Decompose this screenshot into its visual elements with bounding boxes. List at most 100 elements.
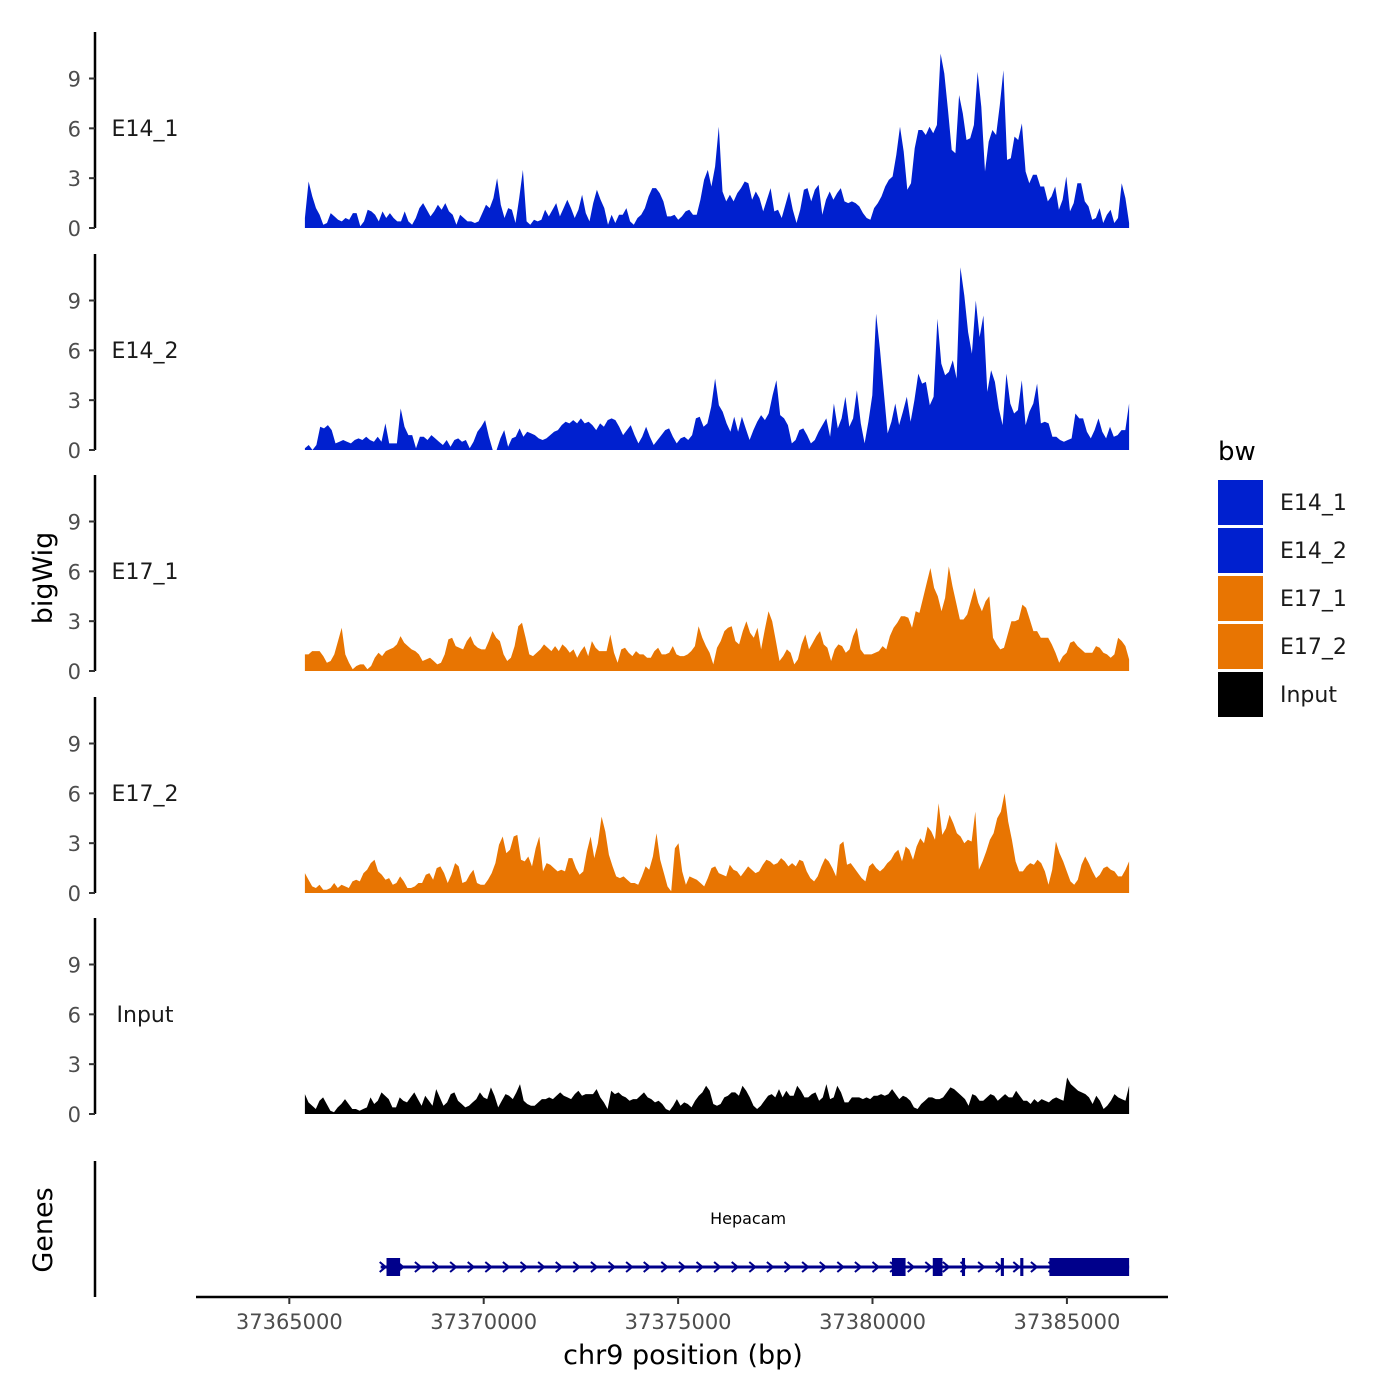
strand-arrow-icon <box>379 1261 388 1273</box>
strand-arrow-icon <box>625 1261 634 1273</box>
genes-panel: Hepacam <box>93 1161 1130 1297</box>
strand-arrow-icon <box>502 1261 511 1273</box>
area-e14-2 <box>304 267 1130 450</box>
y-tick-label: 9 <box>68 954 81 978</box>
x-tick-label: 37385000 <box>1013 1310 1120 1334</box>
strand-arrow-icon <box>713 1261 722 1273</box>
x-axis: 37365000 37370000 37375000 37380000 37385000 <box>196 1295 1168 1334</box>
legend-label: E17_2 <box>1280 635 1347 660</box>
track-e17-2: 0 3 6 9 E17_2 <box>68 697 1130 906</box>
strand-arrow-icon <box>590 1261 599 1273</box>
y-tick-label: 0 <box>68 882 81 906</box>
y-tick-label: 6 <box>68 117 81 141</box>
strand-arrow-icon <box>977 1261 986 1273</box>
legend-label: E17_1 <box>1280 587 1347 612</box>
y-tick-label: 3 <box>68 389 81 413</box>
y-tick-label: 3 <box>68 832 81 856</box>
y-tick-label: 3 <box>68 167 81 191</box>
y-tick-label: 0 <box>68 1103 81 1127</box>
gene-exon <box>932 1258 943 1276</box>
strand-arrow-icon <box>783 1261 793 1273</box>
strand-arrow-icon <box>695 1261 705 1273</box>
track-label: Input <box>117 1003 174 1028</box>
legend-swatch <box>1218 480 1263 525</box>
gene-exon <box>1000 1258 1004 1276</box>
legend-entry-e14-2: E14_2 <box>1218 528 1347 573</box>
y-tick-label: 9 <box>68 68 81 92</box>
x-tick-label: 37375000 <box>625 1310 732 1334</box>
area-e17-2 <box>304 793 1130 893</box>
strand-arrow-icon <box>484 1261 493 1273</box>
legend-entry-e17-2: E17_2 <box>1218 624 1347 669</box>
y-tick-label: 6 <box>68 560 81 584</box>
y-axis-title: bigWig <box>28 532 59 625</box>
strand-arrow-icon <box>449 1261 458 1273</box>
legend-entry-e14-1: E14_1 <box>1218 480 1347 525</box>
strand-arrow-icon <box>678 1261 687 1273</box>
x-tick-label: 37365000 <box>236 1310 343 1334</box>
strand-arrow-icon <box>572 1261 581 1273</box>
track-label: E17_2 <box>112 782 179 807</box>
legend-swatch <box>1218 576 1263 621</box>
strand-arrow-icon <box>907 1261 916 1273</box>
legend-label: Input <box>1280 683 1337 708</box>
legend-label: E14_2 <box>1280 539 1347 564</box>
y-tick-label: 6 <box>68 339 81 363</box>
strand-arrow-icon <box>467 1261 476 1273</box>
legend-title: bw <box>1218 437 1256 467</box>
genes-panel-title: Genes <box>28 1187 59 1272</box>
strand-arrow-icon <box>871 1261 881 1273</box>
strand-arrow-icon <box>643 1261 652 1273</box>
strand-arrow-icon <box>1030 1261 1039 1273</box>
track-label: E17_1 <box>112 560 179 585</box>
track-label: E14_1 <box>112 117 179 142</box>
x-axis-title: chr9 position (bp) <box>563 1340 803 1371</box>
y-tick-label: 6 <box>68 782 81 806</box>
y-tick-label: 9 <box>68 733 81 757</box>
y-tick-label: 0 <box>68 217 81 241</box>
strand-arrow-icon <box>836 1261 845 1273</box>
x-tick-label: 37380000 <box>819 1310 926 1334</box>
track-input: 0 3 6 9 Input <box>68 918 1130 1127</box>
strand-arrow-icon <box>537 1261 546 1273</box>
legend-swatch <box>1218 624 1263 669</box>
legend-swatch <box>1218 528 1263 573</box>
strand-arrow-icon <box>766 1261 775 1273</box>
y-tick-label: 9 <box>68 511 81 535</box>
y-tick-label: 6 <box>68 1003 81 1027</box>
track-label: E14_2 <box>112 339 179 364</box>
gene-exon <box>1049 1258 1130 1276</box>
gene-exon <box>961 1258 966 1276</box>
legend-entry-e17-1: E17_1 <box>1218 576 1347 621</box>
strand-arrow-icon <box>607 1261 617 1273</box>
strand-arrow-icon <box>819 1261 828 1273</box>
strand-arrow-icon <box>801 1261 810 1273</box>
y-tick-label: 3 <box>68 610 81 634</box>
strand-arrow-icon <box>731 1261 740 1273</box>
strand-arrow-icon <box>1012 1261 1021 1273</box>
y-tick-label: 0 <box>68 439 81 463</box>
signal-tracks: 0 3 6 9 E14_1 0 3 6 9 E14_2 0 3 6 9 E17_1 0 3 6 9 E17_2 0 3 6 9… <box>68 32 1130 1127</box>
legend-label: E14_1 <box>1280 491 1347 516</box>
strand-arrow-icon <box>555 1261 564 1273</box>
area-e14-1 <box>304 53 1130 228</box>
strand-arrow-icon <box>942 1261 951 1273</box>
x-tick-label: 37370000 <box>430 1310 537 1334</box>
y-tick-label: 3 <box>68 1053 81 1077</box>
area-e17-1 <box>304 566 1130 671</box>
strand-arrow-icon <box>748 1261 757 1273</box>
gene-exon <box>1020 1258 1024 1276</box>
y-tick-label: 9 <box>68 290 81 314</box>
strand-arrow-icon <box>854 1261 863 1273</box>
track-e17-1: 0 3 6 9 E17_1 <box>68 475 1130 684</box>
legend-swatch <box>1218 672 1263 717</box>
strand-arrow-icon <box>414 1261 423 1273</box>
strand-arrow-icon <box>431 1261 441 1273</box>
area-input <box>304 1077 1130 1114</box>
track-e14-2: 0 3 6 9 E14_2 <box>68 254 1130 463</box>
legend-entry-input: Input <box>1218 672 1337 717</box>
legend: bw E14_1 E14_2 E17_1 E17_2 Input <box>1218 437 1347 717</box>
strand-arrow-icon <box>924 1261 933 1273</box>
track-e14-1: 0 3 6 9 E14_1 <box>68 32 1130 241</box>
